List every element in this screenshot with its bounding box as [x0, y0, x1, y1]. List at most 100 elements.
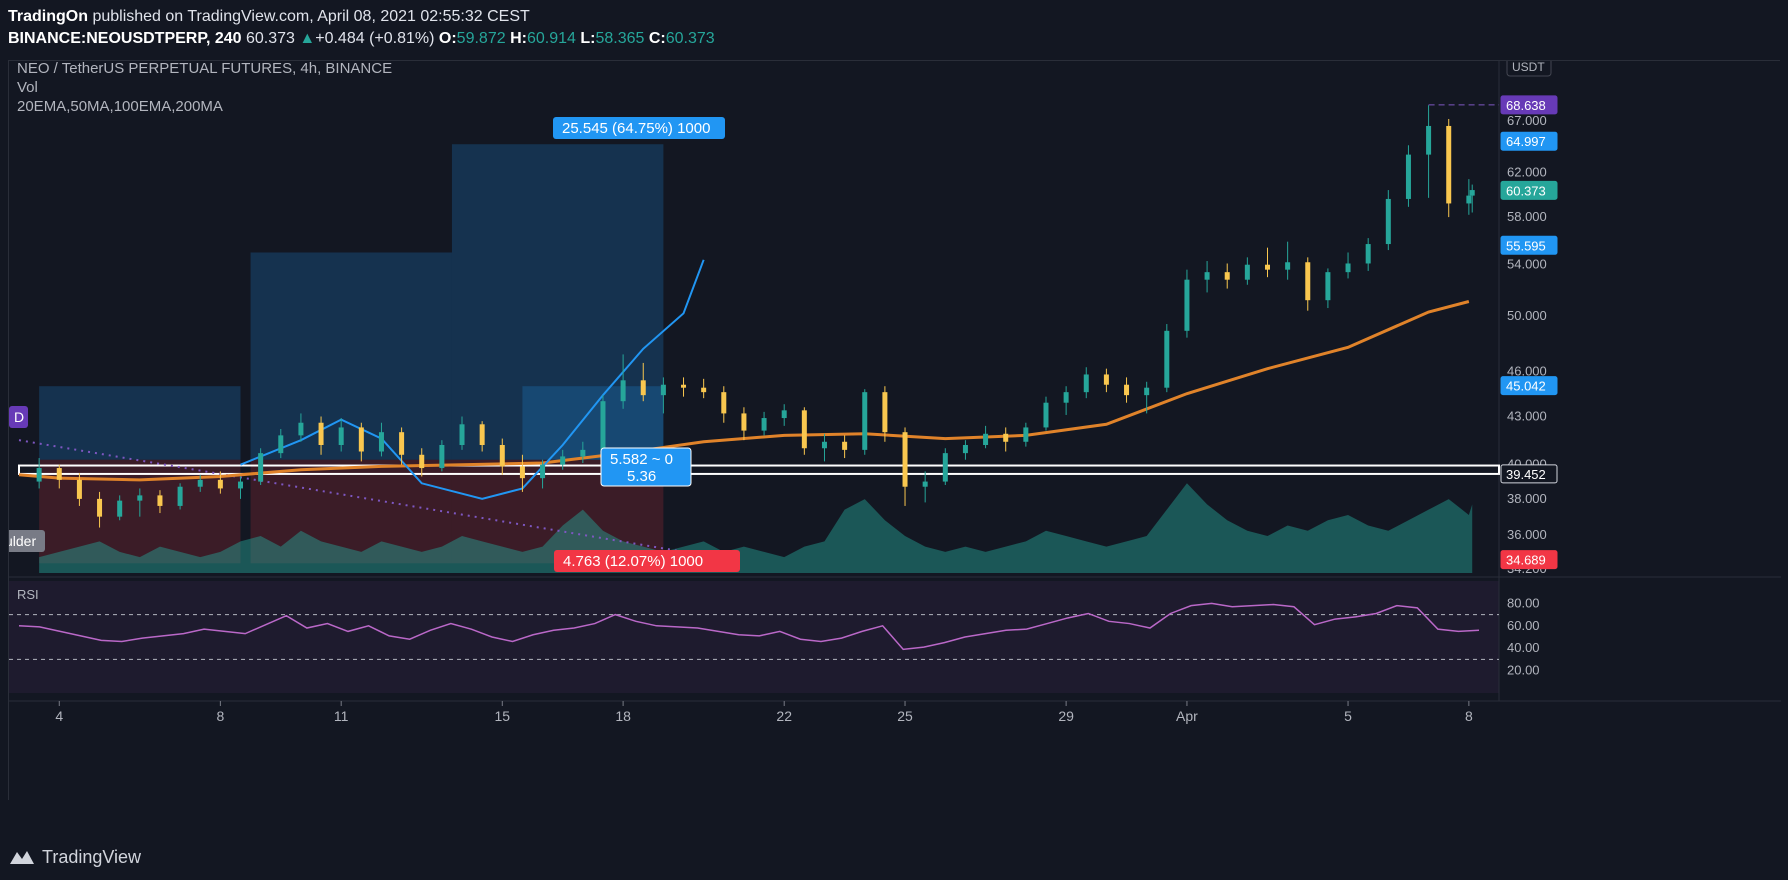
- time-tick-label: 8: [216, 708, 224, 724]
- price-badge-label: 39.452: [1506, 467, 1546, 482]
- volume-area: [39, 483, 1473, 573]
- currency-button[interactable]: USDT: [1506, 55, 1552, 77]
- candle: [962, 440, 968, 460]
- candle: [761, 411, 767, 436]
- candle: [1345, 252, 1351, 279]
- candle-body: [600, 401, 606, 450]
- candle: [1083, 367, 1089, 399]
- footer-brand-text: TradingView: [42, 846, 142, 867]
- candle-body: [1405, 154, 1411, 199]
- candle: [1124, 377, 1130, 403]
- candle-body: [902, 432, 908, 487]
- dividend-badge-label: D: [14, 409, 24, 425]
- range-label-line2: 5.36: [627, 468, 656, 485]
- price-badge: 34.689: [1500, 550, 1558, 570]
- candle-body: [741, 413, 747, 431]
- candle-body: [298, 422, 304, 436]
- candle-body: [479, 424, 485, 446]
- legend-mas: 20EMA,50MA,100EMA,200MA: [17, 98, 223, 115]
- candle: [76, 473, 82, 506]
- tradingview-logo-icon: [10, 851, 34, 864]
- candle: [419, 448, 425, 477]
- candle-body: [1426, 125, 1432, 155]
- candle: [1305, 257, 1311, 311]
- price-tick-label: 62.000: [1507, 165, 1547, 180]
- time-tick-label: 15: [494, 708, 510, 724]
- target-zone: [522, 386, 664, 460]
- stop-label-bg: [554, 550, 740, 572]
- candle: [97, 491, 103, 528]
- candle: [640, 362, 646, 402]
- candle: [1184, 269, 1190, 338]
- price-chart[interactable]: 67.000 62.000 58.000 54.000 50.000 46.000 43.0…: [1, 55, 1781, 801]
- support-range-box: [18, 464, 1500, 475]
- footer-brand[interactable]: TradingView: [8, 845, 141, 869]
- open-value: 59.872: [456, 30, 506, 47]
- candle-body: [862, 392, 868, 450]
- legend-volume: Vol: [17, 79, 38, 96]
- candle-body: [1264, 264, 1270, 270]
- range-label-bg: [600, 447, 692, 487]
- candle: [1446, 118, 1452, 218]
- change-value: +0.484 (+0.81%): [315, 30, 435, 47]
- candle: [1264, 247, 1270, 278]
- candle-body: [821, 441, 827, 449]
- low-label: L:: [580, 30, 596, 47]
- candle: [660, 377, 666, 414]
- candle-body: [1003, 433, 1009, 442]
- candle-body: [1083, 374, 1089, 393]
- candle: [1043, 396, 1049, 431]
- high-label: H:: [510, 30, 527, 47]
- candle: [519, 454, 525, 492]
- candle-body: [560, 456, 566, 465]
- time-tick-label: 22: [776, 708, 792, 724]
- candle-body: [36, 468, 42, 482]
- price-tick-label: 36.000: [1507, 527, 1547, 542]
- candle: [56, 464, 62, 489]
- candle: [1365, 238, 1371, 271]
- candle: [842, 435, 848, 459]
- open-label: O:: [438, 30, 457, 47]
- ohlc-line: BINANCE:NEOUSDTPERP, 240 60.373 ▲+0.484 …: [8, 30, 715, 48]
- candle-body: [1043, 402, 1049, 428]
- candle-body: [721, 392, 727, 414]
- close-value: 60.373: [665, 30, 715, 47]
- candle: [278, 429, 284, 459]
- rsi-label: RSI: [17, 587, 39, 602]
- high-value: 60.914: [526, 30, 576, 47]
- candle-body: [781, 410, 787, 419]
- currency-button-label: USDT: [1512, 61, 1545, 74]
- candle: [399, 427, 405, 465]
- price-badge-bg: [1500, 235, 1558, 255]
- candle: [1469, 184, 1475, 213]
- time-tick-label: 25: [897, 708, 913, 724]
- price-tick-label: 67.000: [1507, 113, 1547, 128]
- price-badge: 64.997: [1500, 131, 1558, 151]
- candle: [177, 483, 183, 510]
- publisher-name[interactable]: TradingOn: [8, 8, 88, 25]
- candle: [1023, 422, 1029, 447]
- candle-body: [1285, 262, 1291, 270]
- candle-body: [1204, 272, 1210, 280]
- time-tick-label: 8: [1465, 708, 1473, 724]
- price-badge-label: 45.042: [1506, 379, 1546, 394]
- candle: [1144, 381, 1150, 414]
- candle-body: [1144, 387, 1150, 396]
- candle-body: [1023, 427, 1029, 442]
- rsi-line: [18, 602, 1480, 651]
- up-arrow-icon: ▲: [299, 30, 316, 47]
- time-tick-label: Apr: [1176, 708, 1198, 724]
- stop-zone: [250, 459, 452, 564]
- candle-body: [640, 380, 646, 396]
- stop-label: 4.763 (12.07%) 1000: [554, 550, 740, 572]
- candle: [1466, 179, 1472, 215]
- chart-container[interactable]: 67.000 62.000 58.000 54.000 50.000 46.000 43.0…: [1, 55, 1781, 801]
- candle-body: [1244, 264, 1250, 280]
- candle-body: [1124, 384, 1130, 396]
- candle-body: [459, 424, 465, 446]
- price-badge: 68.638: [1500, 95, 1558, 115]
- candle-body: [681, 384, 687, 388]
- candle-body: [1063, 392, 1069, 403]
- rsi-tick-label: 20.00: [1507, 663, 1540, 678]
- target-label-bg: [553, 117, 725, 139]
